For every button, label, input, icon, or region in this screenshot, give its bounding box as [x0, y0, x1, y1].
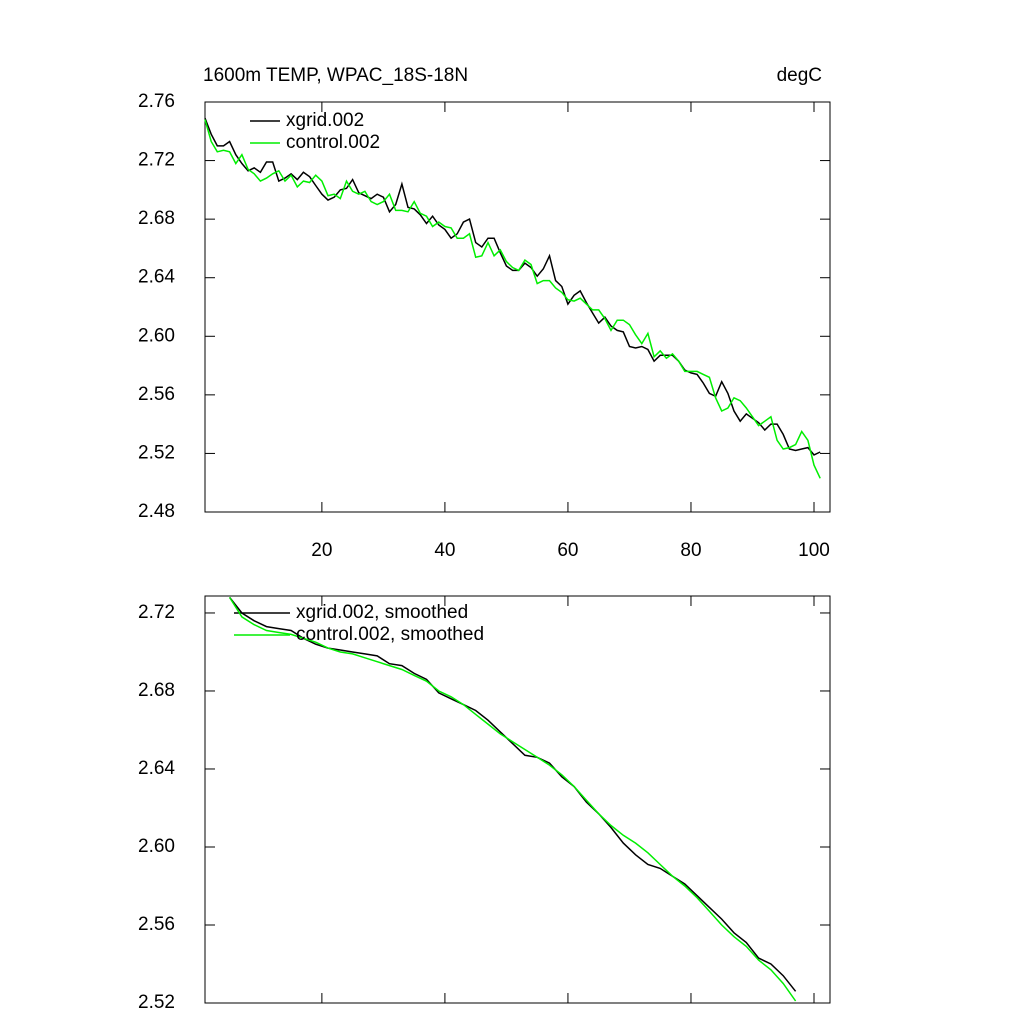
plot-frame [204, 595, 831, 1004]
y-tick-label: 2.64 [138, 758, 175, 779]
series-line [228, 596, 797, 1002]
y-tick-label: 2.68 [138, 208, 175, 229]
legend-label: xgrid.002, smoothed [296, 602, 468, 623]
y-tick-label: 2.60 [138, 836, 175, 857]
legend-label: xgrid.002 [286, 110, 364, 131]
y-tick-label: 2.76 [138, 91, 175, 112]
x-tick-label: 100 [798, 540, 830, 561]
legend-label: control.002 [286, 132, 380, 153]
x-tick-label: 20 [311, 540, 332, 561]
legend-label: control.002, smoothed [296, 624, 484, 645]
y-tick-label: 2.72 [138, 602, 175, 623]
y-tick-label: 2.56 [138, 384, 175, 405]
y-tick-label: 2.64 [138, 267, 175, 288]
y-tick-label: 2.52 [138, 442, 175, 463]
series-line [204, 117, 821, 456]
chart-title: 1600m TEMP, WPAC_18S-18N [203, 65, 468, 86]
y-tick-label: 2.48 [138, 501, 175, 522]
y-tick-label: 2.56 [138, 914, 175, 935]
y-tick-label: 2.60 [138, 325, 175, 346]
x-tick-label: 60 [557, 540, 578, 561]
series-line [204, 119, 821, 479]
x-tick-label: 80 [680, 540, 701, 561]
y-tick-label: 2.72 [138, 150, 175, 171]
plot-frame [204, 101, 831, 513]
x-tick-label: 40 [434, 540, 455, 561]
units-label: degC [777, 65, 822, 86]
y-tick-label: 2.52 [138, 992, 175, 1013]
y-tick-label: 2.68 [138, 680, 175, 701]
series-line [229, 596, 797, 992]
